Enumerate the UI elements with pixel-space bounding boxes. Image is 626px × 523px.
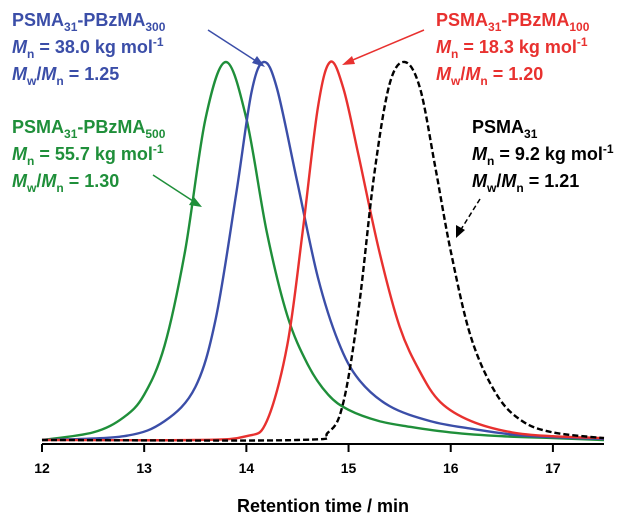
series-line-psma31-pbzma100: [41, 60, 605, 442]
annotation-pbzma500-title: PSMA31-PBzMA500: [12, 117, 166, 141]
x-tick-label: 15: [341, 460, 357, 476]
arrow-psma31: [459, 198, 481, 232]
x-tick-label: 14: [239, 460, 255, 476]
annotation-pbzma500: PSMA31-PBzMA500 Mn = 55.7 kg mol-1 Mw/Mn…: [12, 117, 166, 195]
x-tick-label: 13: [136, 460, 152, 476]
x-ticks: 12 13 14 15 16 17: [34, 444, 561, 476]
series-line-psma31: [41, 60, 605, 442]
arrow-pbzma500: [152, 174, 197, 204]
annotation-psma31-title: PSMA31: [472, 117, 538, 141]
annotation-pbzma300: PSMA31-PBzMA300 Mn = 38.0 kg mol-1 Mw/Mn…: [12, 10, 166, 88]
annotation-pbzma100: PSMA31-PBzMA100 Mn = 18.3 kg mol-1 Mw/Mn…: [436, 10, 590, 88]
annotation-pbzma300-mn: Mn = 38.0 kg mol-1: [12, 35, 164, 61]
arrowhead-pbzma500: [189, 197, 202, 207]
annotation-pbzma500-dispersity: Mw/Mn = 1.30: [12, 171, 119, 195]
series-line-psma31-pbzma300: [41, 60, 605, 442]
annotation-pbzma100-title: PSMA31-PBzMA100: [436, 10, 590, 34]
arrowhead-pbzma100: [342, 56, 355, 65]
x-tick-label: 12: [34, 460, 50, 476]
series-line-psma31-pbzma500: [41, 60, 605, 442]
annotation-pbzma300-title: PSMA31-PBzMA300: [12, 10, 166, 34]
arrow-pbzma100: [347, 29, 425, 63]
x-axis-label: Retention time / min: [237, 496, 409, 516]
x-tick-label: 17: [545, 460, 561, 476]
curves: [41, 60, 605, 442]
annotation-psma31-dispersity: Mw/Mn = 1.21: [472, 171, 579, 195]
annotation-pbzma100-mn: Mn = 18.3 kg mol-1: [436, 35, 588, 61]
arrow-pbzma300: [207, 29, 260, 64]
annotation-pbzma500-mn: Mn = 55.7 kg mol-1: [12, 142, 164, 168]
annotation-psma31: PSMA31 Mn = 9.2 kg mol-1 Mw/Mn = 1.21: [472, 117, 614, 195]
annotation-arrows: [152, 29, 481, 238]
arrowhead-psma31: [456, 225, 465, 238]
annotation-pbzma100-dispersity: Mw/Mn = 1.20: [436, 64, 543, 88]
annotation-psma31-mn: Mn = 9.2 kg mol-1: [472, 142, 614, 168]
arrowhead-pbzma300: [252, 56, 265, 67]
x-tick-label: 16: [443, 460, 459, 476]
annotation-pbzma300-dispersity: Mw/Mn = 1.25: [12, 64, 119, 88]
